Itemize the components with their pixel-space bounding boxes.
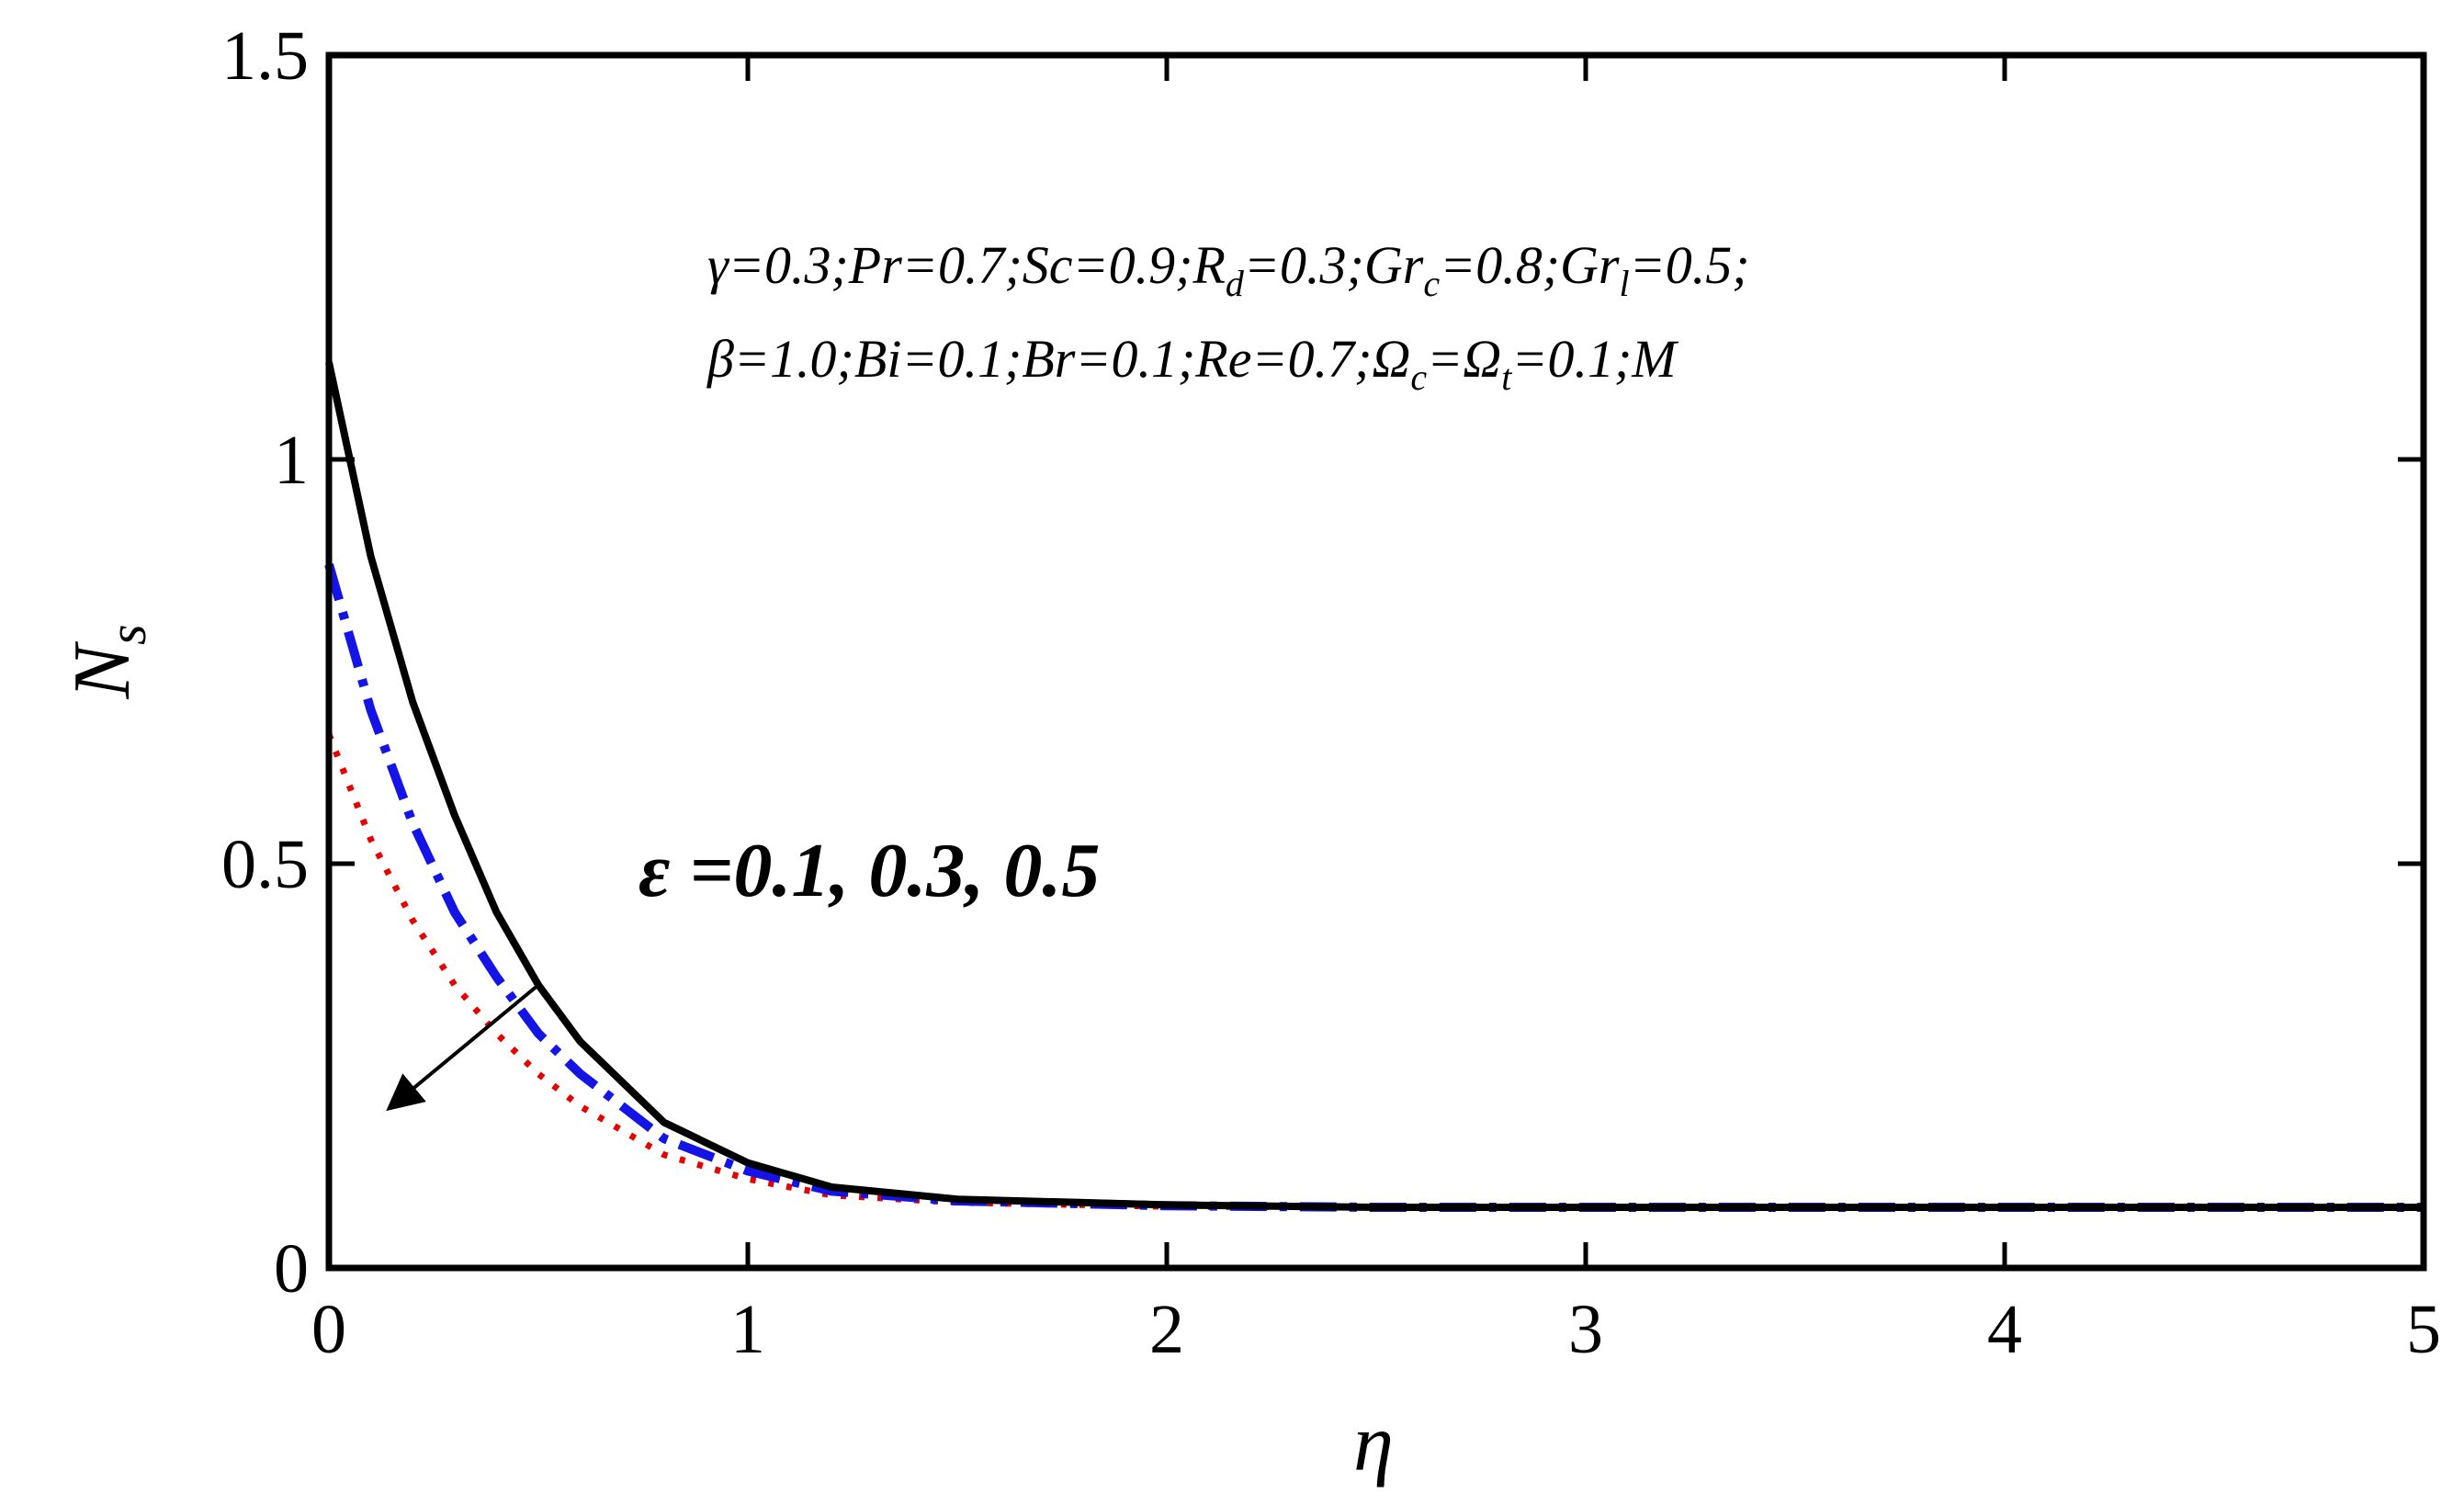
y-axis-label-sub: s: [97, 624, 157, 645]
annotation-label: ε =0.1, 0.3, 0.5: [639, 828, 1100, 913]
param-subscript: l: [1620, 263, 1630, 304]
series-line-3: [325, 732, 2424, 1211]
param-text: =0.8;Gr: [1440, 235, 1620, 295]
param-text: γ=0.3;Pr=0.7;Sc=0.9;R: [707, 235, 1226, 295]
param-subscript: c: [1410, 356, 1427, 398]
param-subscript: c: [1423, 263, 1440, 304]
y-tick-label: 1.5: [221, 17, 309, 95]
y-tick-label: 0: [274, 1230, 309, 1307]
series-line-2: [324, 563, 2424, 1212]
param-subscript: t: [1501, 356, 1512, 398]
param-text: =0.5;: [1630, 235, 1750, 295]
param-line-1: γ=0.3;Pr=0.7;Sc=0.9;Rd=0.3;Grc=0.8;Grl=0…: [707, 235, 1750, 304]
svg-text:Ns: Ns: [58, 624, 157, 699]
x-tick-label: 1: [730, 1291, 765, 1368]
y-axis-label-main: N: [58, 641, 147, 700]
x-tick-label: 5: [2406, 1291, 2441, 1368]
y-tick-label: 1: [274, 422, 309, 499]
x-tick-label: 4: [1987, 1291, 2022, 1368]
ticks-layer: 0 1 2 3 4 5 0 0.5 1 1.5: [221, 17, 2441, 1368]
series-line-1: [325, 361, 2424, 1211]
param-subscript: d: [1226, 263, 1245, 304]
x-axis-label: η: [1353, 1399, 1394, 1488]
param-text: =0.1;M: [1511, 329, 1678, 389]
x-tick-label: 3: [1568, 1291, 1603, 1368]
series-layer: [324, 361, 2424, 1212]
plot-frame: [325, 51, 2427, 1272]
y-axis-label: Ns: [58, 624, 157, 699]
param-line-2: β=1.0;Bi=0.1;Br=0.1;Re=0.7;Ωc=Ωt=0.1;M: [706, 329, 1678, 398]
param-text: =Ω: [1427, 329, 1501, 389]
param-text: =0.3;Gr: [1244, 235, 1424, 295]
x-tick-label: 2: [1149, 1291, 1184, 1368]
annotation-arrow: [386, 983, 540, 1112]
y-tick-label: 0.5: [221, 826, 309, 903]
x-tick-label: 0: [311, 1291, 346, 1368]
param-text: β=1.0;Bi=0.1;Br=0.1;Re=0.7;Ω: [706, 329, 1410, 389]
